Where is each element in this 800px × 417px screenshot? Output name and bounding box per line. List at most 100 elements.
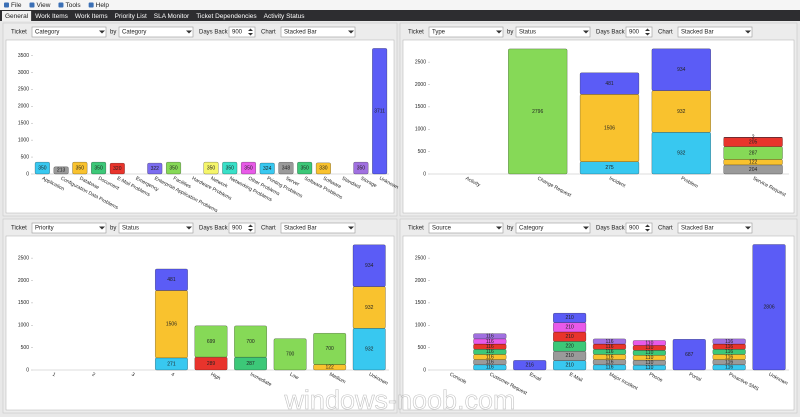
bar: [632, 359, 666, 366]
tab-bar: [0, 10, 800, 21]
value-label: 350: [76, 165, 85, 171]
value-label: 116: [486, 365, 494, 371]
bar: [473, 333, 507, 340]
bar: [91, 161, 107, 175]
value-label: 116: [606, 365, 614, 371]
bar: [34, 161, 50, 175]
bar: [273, 338, 307, 371]
value-label: 122: [325, 365, 334, 371]
y-tick-label: 3000: [18, 70, 29, 76]
value-label: 216: [526, 362, 535, 368]
dropdown[interactable]: Stacked Bar: [677, 222, 753, 234]
value-label: 3711: [374, 109, 385, 115]
value-label: 210: [565, 334, 574, 340]
spinner-value: 900: [629, 226, 640, 232]
dropdown-box: [677, 26, 753, 38]
dropdown-value: Status: [122, 226, 139, 232]
y-tick-label: 0: [26, 171, 29, 177]
dropdown-box: [515, 222, 591, 234]
dropdown-box: [118, 26, 194, 38]
dropdown-value: Priority: [35, 226, 54, 232]
days-back-spinner[interactable]: 900: [625, 222, 653, 234]
y-tick-label: 3500: [18, 53, 29, 59]
y-tick-label: 1500: [18, 300, 29, 306]
bar: [553, 350, 587, 361]
days-back-spinner[interactable]: 900: [625, 26, 653, 38]
y-tick-label: 2500: [415, 255, 426, 261]
dropdown-arrow: [496, 30, 502, 34]
value-label: 271: [167, 361, 176, 367]
menu-item[interactable]: View: [36, 2, 50, 9]
value-label: 116: [725, 339, 733, 345]
dropdown-box: [118, 222, 194, 234]
tab[interactable]: General: [2, 11, 32, 21]
spinner-arrows: [248, 224, 253, 232]
tab[interactable]: Ticket Dependencies: [193, 11, 259, 21]
menu-item[interactable]: Help: [96, 2, 110, 9]
control-label: Chart: [261, 226, 276, 232]
value-label: 287: [246, 361, 255, 367]
value-label: 110: [645, 350, 653, 356]
dropdown[interactable]: Status: [118, 222, 194, 234]
control-label: by: [110, 226, 116, 232]
control-label: Days Back: [596, 30, 626, 36]
dropdown-arrow: [745, 226, 751, 230]
days-back-spinner[interactable]: 900: [228, 26, 256, 38]
control-label: Ticket: [11, 226, 27, 232]
dropdown[interactable]: Priority: [31, 222, 107, 234]
dropdown-arrow: [186, 30, 192, 34]
bar: [259, 162, 275, 175]
value-label: 220: [565, 344, 574, 350]
tab[interactable]: Work Items: [72, 11, 111, 21]
value-label: 700: [246, 339, 255, 345]
dropdown[interactable]: Type: [428, 26, 504, 38]
menu-item[interactable]: Tools: [65, 2, 81, 9]
dropdown-value: Category: [519, 226, 543, 232]
control-label: by: [110, 30, 116, 36]
tab[interactable]: Activity Status: [261, 11, 308, 21]
tab[interactable]: Priority List: [112, 11, 150, 21]
dropdown[interactable]: Source: [428, 222, 504, 234]
dropdown-value: Stacked Bar: [284, 30, 317, 36]
tab[interactable]: Work Items: [32, 11, 71, 21]
value-label: 481: [605, 81, 614, 87]
dropdown[interactable]: Status: [515, 26, 591, 38]
dropdown[interactable]: Category: [118, 26, 194, 38]
dropdown[interactable]: Stacked Bar: [677, 26, 753, 38]
value-label: 350: [301, 165, 310, 171]
dropdown-arrow: [583, 226, 589, 230]
tab[interactable]: SLA Monitor: [151, 11, 192, 21]
x-tick-label: 4: [170, 372, 175, 379]
value-label: 2796: [532, 109, 543, 115]
tab-label: Ticket Dependencies: [196, 13, 257, 20]
spinner-arrows: [248, 28, 253, 36]
dropdown[interactable]: Stacked Bar: [280, 222, 356, 234]
y-tick-label: 1500: [415, 300, 426, 306]
bar: [154, 268, 188, 291]
dropdown-box: [280, 26, 356, 38]
days-back-spinner[interactable]: 900: [228, 222, 256, 234]
value-label: 2806: [763, 305, 774, 311]
bar: [278, 161, 294, 175]
dropdown[interactable]: Stacked Bar: [280, 26, 356, 38]
tab-label: Work Items: [75, 13, 108, 20]
menu-item[interactable]: File: [11, 2, 22, 9]
tab-label: Priority List: [115, 13, 147, 20]
spinner-arrows: [645, 224, 650, 232]
value-label: 122: [749, 159, 758, 165]
dropdown[interactable]: Category: [515, 222, 591, 234]
value-label: 687: [685, 352, 694, 358]
dropdown-box: [428, 26, 504, 38]
bar: [203, 161, 219, 175]
value-label: 699: [207, 339, 216, 345]
bar: [651, 48, 711, 91]
dropdown[interactable]: Category: [31, 26, 107, 38]
menu-icon: [58, 2, 64, 8]
bar: [632, 340, 666, 346]
dropdown-box: [31, 222, 107, 234]
value-label: 116: [486, 344, 494, 350]
value-label: 932: [677, 150, 686, 156]
chart-area: [5, 39, 395, 214]
